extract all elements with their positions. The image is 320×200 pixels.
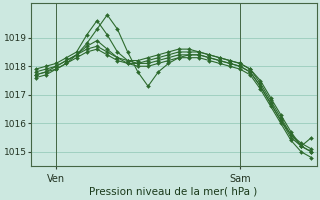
X-axis label: Pression niveau de la mer( hPa ): Pression niveau de la mer( hPa )	[90, 187, 258, 197]
